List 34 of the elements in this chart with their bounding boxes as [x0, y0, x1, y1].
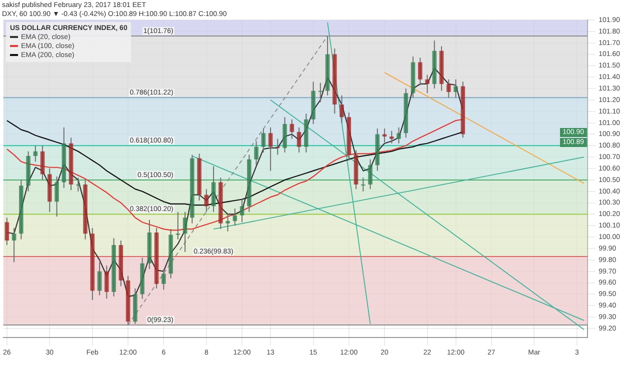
candlestick: [446, 78, 451, 98]
candlestick: [368, 158, 372, 190]
candlestick: [54, 176, 59, 217]
candlestick: [4, 217, 10, 246]
candlestick: [240, 198, 244, 223]
candlestick: [276, 138, 280, 156]
candlestick: [40, 145, 45, 180]
candlestick: [33, 145, 38, 162]
candlestick: [361, 177, 366, 192]
candlestick: [454, 78, 458, 98]
candlestick: [12, 227, 16, 263]
candlestick: [226, 214, 230, 232]
candlestick: [261, 128, 266, 154]
candlestick: [318, 82, 323, 103]
candlestick: [425, 74, 430, 94]
candlestick: [176, 211, 180, 240]
candlestick: [97, 262, 102, 296]
candlestick: [296, 126, 302, 154]
candlestick: [382, 128, 387, 143]
candlestick: [254, 140, 258, 166]
candlestick: [390, 130, 394, 144]
candlestick: [182, 211, 188, 252]
candlestick: [290, 118, 294, 140]
candlestick: [76, 177, 80, 192]
candlestick: [211, 166, 216, 212]
candlestick: [396, 126, 401, 144]
candlestick: [268, 126, 273, 172]
candlestick: [204, 188, 209, 212]
candlestick: [104, 265, 109, 300]
candlestick: [418, 57, 422, 86]
candlestick: [162, 268, 166, 290]
candlestick: [340, 94, 344, 124]
candlestick: [232, 208, 238, 226]
candlestick: [282, 116, 287, 154]
